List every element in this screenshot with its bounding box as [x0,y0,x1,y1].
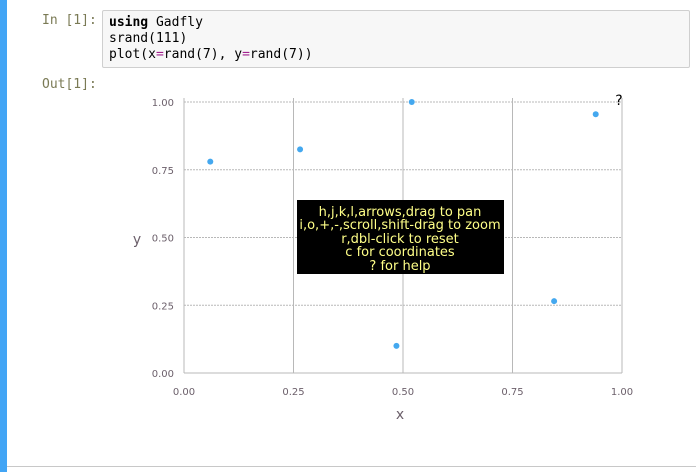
x-tick-label: 0.25 [282,387,304,398]
code-line-1: using Gadfly [109,15,683,31]
y-tick-label: 0.50 [152,234,174,245]
code-text: plot(x [109,47,156,62]
tick-labels: 0.00 0.25 0.50 0.75 1.00 0.00 0.25 0.50 0.75 1.00 [152,98,633,398]
data-point [551,298,558,305]
y-tick-label: 1.00 [152,98,174,109]
data-points [207,99,599,349]
data-point [408,99,415,105]
help-button[interactable]: ? [615,93,622,109]
code-text: rand(7)) [249,47,313,62]
y-axis-label: y [133,232,141,248]
data-point [207,158,214,165]
output-prompt: Out[1]: [42,77,97,92]
help-line-coordinates: c for coordinates [345,245,455,260]
code-text: Gadfly [148,15,203,30]
scatter-plot[interactable]: 0.00 0.25 0.50 0.75 1.00 0.00 0.25 0.50 0.75 1.00… [102,84,696,466]
code-text: rand(7), y [163,47,243,62]
x-tick-label: 1.00 [611,387,633,398]
help-line-pan: h,j,k,l,arrows,drag to pan [319,205,482,220]
code-line-3: plot(x=rand(7), y=rand(7)) [109,47,683,63]
y-tick-label: 0.00 [152,369,174,380]
help-overlay: h,j,k,l,arrows,drag to pan i,o,+,-,scrol… [297,200,504,274]
plot-output[interactable]: 0.00 0.25 0.50 0.75 1.00 0.00 0.25 0.50 0.75 1.00… [102,84,696,466]
y-tick-label: 0.75 [152,166,174,177]
help-line-help: ? for help [369,259,430,274]
cell-selection-bar [0,0,7,472]
grid-lines [183,98,623,374]
data-point [592,111,599,118]
help-line-reset: r,dbl-click to reset [341,232,459,247]
help-line-zoom: i,o,+,-,scroll,shift-drag to zoom [299,218,500,233]
y-tick-label: 0.25 [152,301,174,312]
x-tick-label: 0.75 [501,387,523,398]
code-operator: = [155,47,164,62]
cell-divider [7,466,696,467]
code-cell-editor[interactable]: using Gadfly srand(111) plot(x=rand(7), … [102,10,690,68]
x-tick-label: 0.00 [173,387,195,398]
code-operator: = [242,47,250,62]
input-prompt: In [1]: [42,13,97,28]
data-point [393,342,400,349]
data-point [297,146,304,153]
x-tick-label: 0.50 [392,387,414,398]
help-box-background [297,200,504,274]
code-line-2: srand(111) [109,31,188,46]
x-axis-label: x [396,407,404,423]
code-keyword: using [109,15,149,30]
